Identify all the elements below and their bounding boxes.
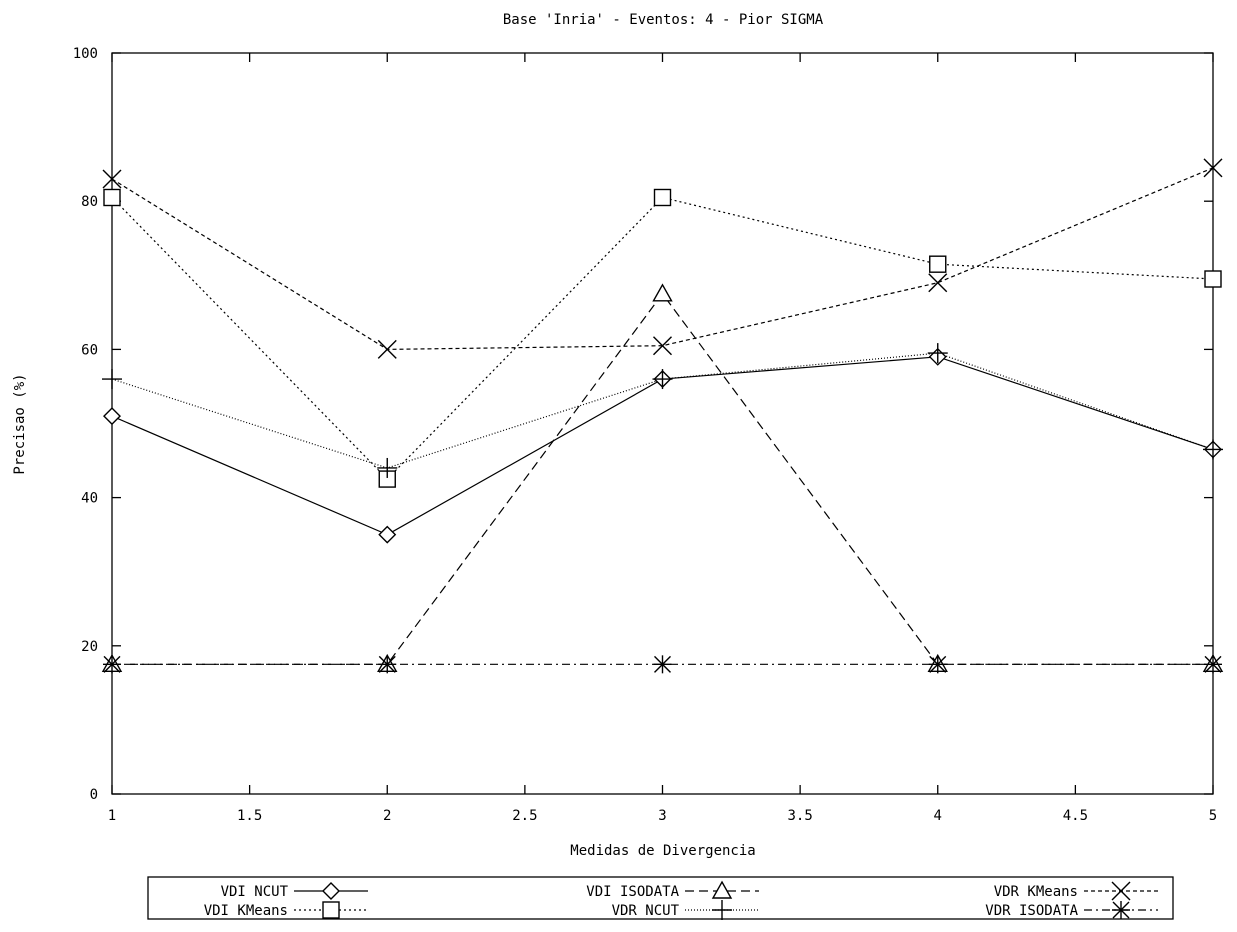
data-point-triangle: [652, 283, 673, 302]
data-point-diamond: [378, 525, 397, 544]
series-markers: [101, 158, 1224, 674]
legend-label: VDR ISODATA: [985, 903, 1078, 919]
data-point-star: [378, 655, 397, 674]
data-point-plus: [102, 369, 122, 390]
y-tick-label: 0: [90, 787, 98, 803]
x-tick-label: 4.5: [1063, 808, 1088, 824]
y-tick-label: 20: [81, 639, 98, 655]
x-tick-label: 1: [108, 808, 116, 824]
data-point-x: [653, 336, 672, 356]
x-tick-label: 5: [1209, 808, 1217, 824]
data-point-plus: [377, 457, 398, 478]
legend-box: [147, 876, 1174, 920]
legend-label: VDR NCUT: [612, 903, 680, 919]
data-point-diamond: [103, 407, 121, 426]
legend-marker-square: [322, 901, 340, 919]
series-line-vdr-kmeans: [111, 167, 1214, 351]
data-point-plus: [1203, 439, 1223, 460]
axis-ticks: [111, 52, 1214, 795]
chart-title: Base 'Inria' - Eventos: 4 - Pior SIGMA: [503, 12, 824, 28]
data-point-star: [653, 655, 672, 674]
legend-items: VDI NCUT VDI KMeans VDI ISODATA VDR NCUT VDR…: [204, 880, 1158, 920]
x-tick-label: 3.5: [787, 808, 812, 824]
data-point-plus: [927, 343, 948, 364]
data-point-square: [1204, 270, 1222, 288]
legend-marker-plus: [712, 900, 732, 920]
legend-marker-diamond: [322, 882, 340, 900]
x-tick-label: 3: [658, 808, 666, 824]
series-line-vdi-isodata: [112, 292, 1213, 665]
x-tick-label: 2.5: [512, 808, 537, 824]
series-line-vdr-ncut: [111, 352, 1214, 469]
y-tick-label: 40: [81, 491, 98, 507]
x-tick-label: 4: [934, 808, 942, 824]
x-tick-label: 2: [383, 808, 391, 824]
y-tick-label: 100: [73, 46, 98, 62]
legend-label: VDR KMeans: [994, 884, 1078, 900]
data-point-star: [1204, 655, 1222, 674]
y-axis-label: Precisao (%): [12, 373, 28, 474]
y-tick-labels: 0 20 40 60 80 100: [73, 46, 98, 803]
data-point-square: [929, 255, 947, 273]
data-point-x: [928, 273, 948, 293]
data-point-plus: [652, 369, 673, 390]
legend: VDI NCUT VDI KMeans VDI ISODATA VDR NCUT VDR…: [147, 876, 1174, 920]
legend-marker-triangle: [711, 880, 733, 899]
data-point-x: [377, 339, 397, 359]
legend-label: VDI KMeans: [204, 903, 288, 919]
data-point-star: [928, 655, 947, 674]
y-tick-label: 80: [81, 194, 98, 210]
data-point-square: [103, 188, 121, 207]
plot-frame: [111, 52, 1214, 795]
data-point-x: [1203, 158, 1223, 178]
data-point-star: [103, 655, 121, 674]
x-tick-labels: 1 1.5 2 2.5 3 3.5 4 4.5 5: [108, 808, 1217, 824]
y-tick-label: 60: [81, 342, 98, 358]
legend-label: VDI NCUT: [221, 884, 289, 900]
legend-marker-x: [1111, 881, 1131, 901]
series-line-vdi-kmeans: [111, 196, 1214, 480]
data-point-square: [653, 188, 672, 207]
series-lines: [111, 167, 1214, 665]
data-point-x: [102, 169, 122, 189]
legend-marker-star: [1112, 901, 1130, 919]
x-axis-label: Medidas de Divergencia: [570, 843, 755, 859]
x-tick-label: 1.5: [237, 808, 262, 824]
legend-label: VDI ISODATA: [586, 884, 679, 900]
